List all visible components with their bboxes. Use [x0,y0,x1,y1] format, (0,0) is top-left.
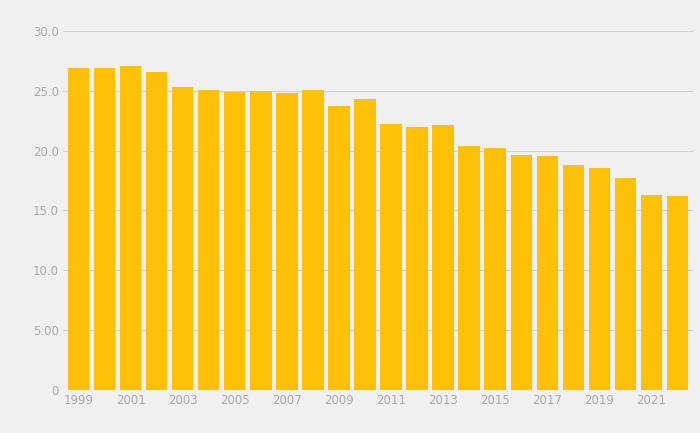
Bar [120,66,141,390]
Bar [224,92,246,390]
Bar [484,148,506,390]
Bar [615,178,636,390]
Bar [589,168,610,390]
Bar [510,155,532,390]
Bar [302,90,323,390]
Bar [640,195,662,390]
Bar [458,146,480,390]
Bar [563,165,584,390]
Bar [172,87,193,390]
Bar [536,156,558,390]
Bar [146,71,167,390]
Bar [68,68,90,390]
Bar [380,124,402,390]
Bar [666,196,688,390]
Bar [198,90,220,390]
Bar [433,126,454,390]
Bar [250,91,272,390]
Bar [407,126,428,390]
Bar [94,68,116,390]
Bar [276,93,298,390]
Bar [354,99,376,390]
Bar [328,106,349,390]
